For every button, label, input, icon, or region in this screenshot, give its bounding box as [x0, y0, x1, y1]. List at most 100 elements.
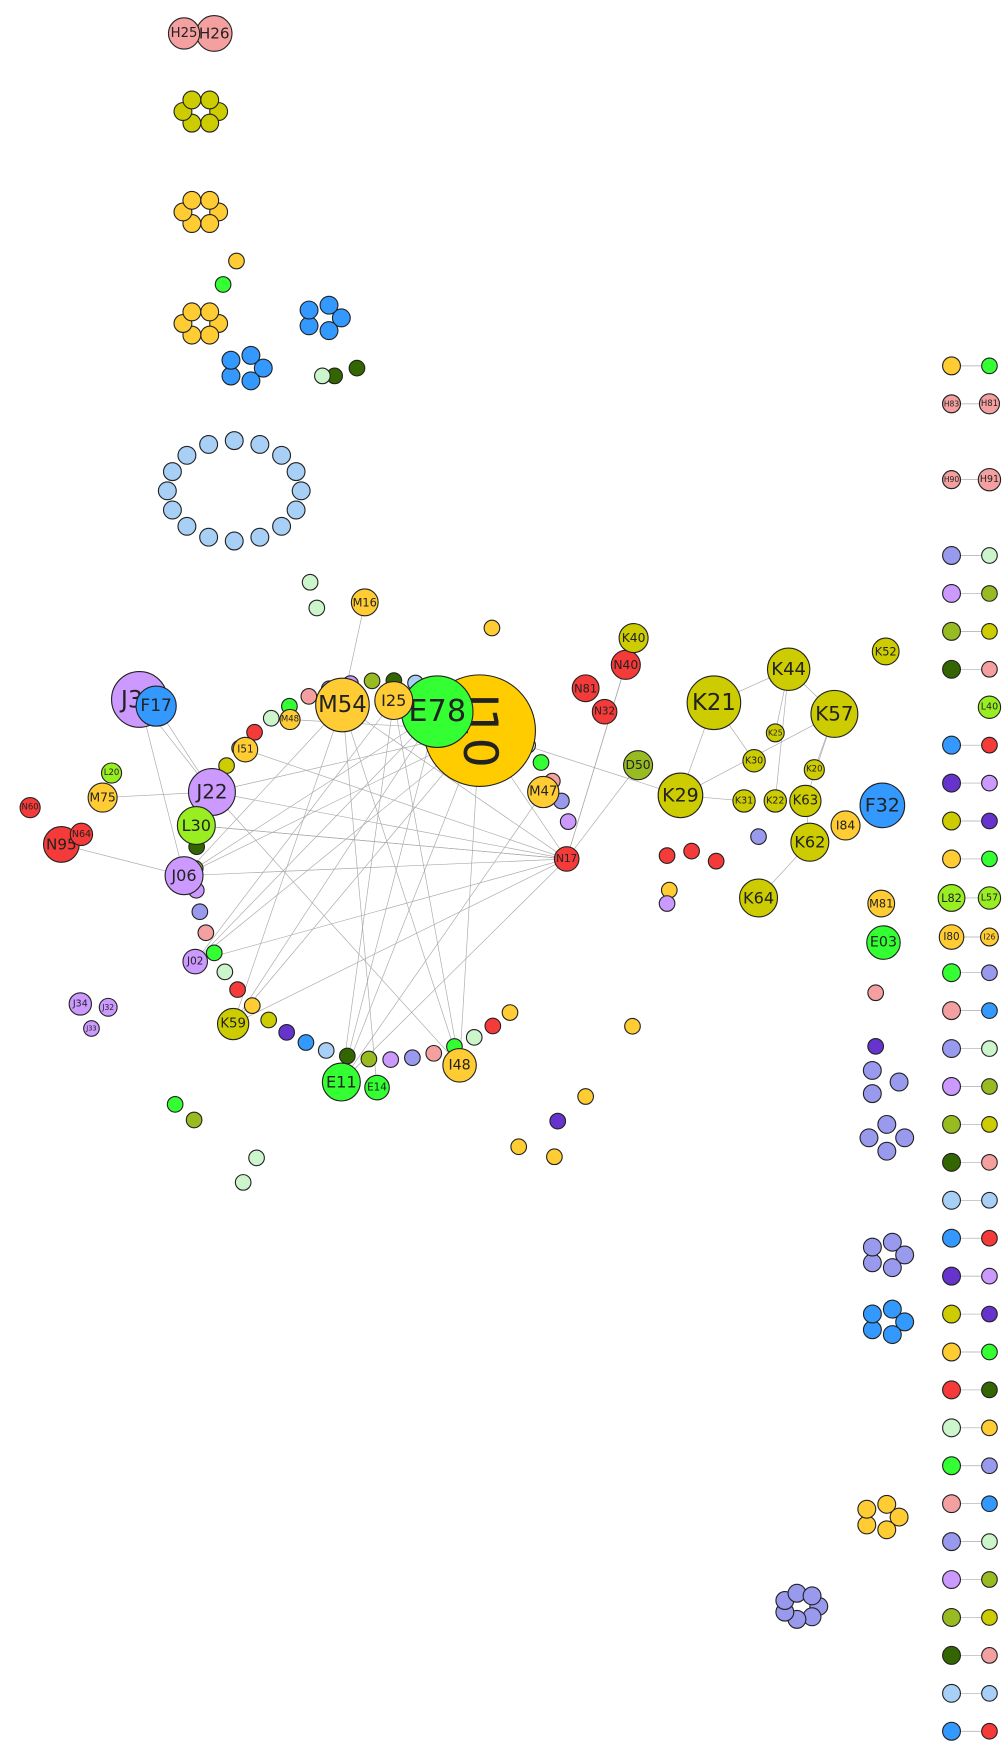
node-label: M47 — [529, 785, 557, 800]
minor-node — [942, 735, 962, 755]
node — [867, 889, 896, 918]
node — [69, 822, 94, 847]
node-label: H25 — [171, 26, 198, 41]
node — [803, 759, 825, 781]
edge — [342, 704, 378, 1088]
node-label: I25 — [381, 691, 406, 710]
node-label: E14 — [367, 1082, 387, 1094]
minor-node — [942, 1266, 962, 1286]
minor-node — [981, 1267, 998, 1285]
node — [977, 695, 1002, 719]
minor-node — [157, 481, 177, 501]
minor-node — [981, 1343, 998, 1361]
node — [374, 681, 414, 721]
minor-node — [862, 1237, 882, 1257]
node — [657, 772, 704, 819]
node — [810, 689, 859, 738]
minor-node — [185, 1111, 203, 1129]
minor-node — [942, 659, 962, 679]
minor-node — [300, 687, 318, 705]
minor-node — [221, 366, 241, 386]
node — [830, 810, 861, 841]
node — [442, 1048, 477, 1083]
minor-node — [882, 1299, 902, 1319]
minor-node — [248, 1149, 265, 1167]
minor-node — [510, 1138, 528, 1156]
minor-node — [942, 356, 962, 376]
minor-node — [241, 371, 261, 391]
minor-node — [942, 1532, 962, 1552]
minor-node — [532, 754, 550, 771]
node-label: M75 — [89, 791, 115, 805]
minor-node — [221, 350, 241, 370]
node — [739, 878, 779, 918]
node-label: L82 — [941, 891, 962, 905]
node — [686, 675, 742, 731]
minor-node — [191, 903, 209, 921]
node-label: M48 — [281, 714, 299, 724]
minor-node — [182, 90, 202, 110]
minor-node — [750, 828, 767, 845]
node-label: E78 — [408, 694, 466, 729]
node-label: J22 — [194, 781, 227, 804]
node — [977, 886, 1002, 910]
minor-node — [942, 773, 962, 793]
minor-node — [291, 481, 311, 501]
minor-node — [942, 1039, 962, 1059]
node — [182, 948, 209, 975]
node — [553, 846, 580, 872]
minor-node — [200, 113, 220, 133]
edge — [232, 858, 567, 1025]
minor-node — [559, 813, 577, 831]
node-label: N40 — [613, 658, 638, 672]
minor-node — [942, 1380, 962, 1400]
minor-node — [981, 850, 998, 868]
minor-node — [205, 944, 223, 962]
node — [618, 623, 649, 654]
edge — [341, 791, 544, 1083]
node-label: N32 — [594, 706, 615, 718]
minor-node — [981, 1002, 998, 1020]
minor-node — [363, 672, 381, 690]
node-label: J06 — [170, 866, 196, 885]
minor-node — [877, 1494, 897, 1514]
minor-node — [942, 621, 962, 641]
node — [763, 789, 787, 813]
minor-node — [981, 1191, 998, 1209]
node-label: F32 — [865, 794, 900, 816]
node-label: L30 — [182, 816, 211, 835]
minor-node — [942, 1342, 962, 1362]
node-label: K20 — [806, 765, 822, 775]
node — [350, 588, 379, 617]
minor-node — [882, 1232, 902, 1252]
node — [732, 789, 756, 813]
node — [866, 925, 901, 960]
minor-node — [942, 1607, 962, 1627]
minor-node — [877, 1141, 897, 1161]
minor-node — [162, 500, 182, 520]
edge — [342, 704, 567, 860]
edge — [211, 791, 460, 1066]
minor-node — [981, 1722, 998, 1740]
node-label: H81 — [981, 399, 998, 409]
minor-node — [243, 997, 261, 1015]
minor-node — [981, 1495, 998, 1513]
node-label: K22 — [766, 795, 784, 806]
network: I10E78M54I25M16J22J30F17L30J06M75L20N95N… — [19, 15, 1002, 1741]
minor-node — [465, 1028, 483, 1046]
minor-node — [981, 1571, 998, 1588]
minor-node — [229, 981, 246, 998]
minor-node — [981, 357, 998, 375]
node-label: K25 — [768, 728, 783, 737]
minor-node — [200, 302, 220, 322]
minor-node — [981, 774, 998, 792]
minor-node — [317, 1042, 335, 1059]
minor-node — [224, 531, 244, 551]
edge — [183, 704, 343, 876]
node-label: I48 — [448, 1057, 470, 1073]
edge — [196, 825, 567, 860]
edge — [232, 704, 343, 1025]
minor-node — [857, 1515, 877, 1535]
minor-node — [319, 295, 339, 315]
minor-node — [382, 1051, 400, 1069]
